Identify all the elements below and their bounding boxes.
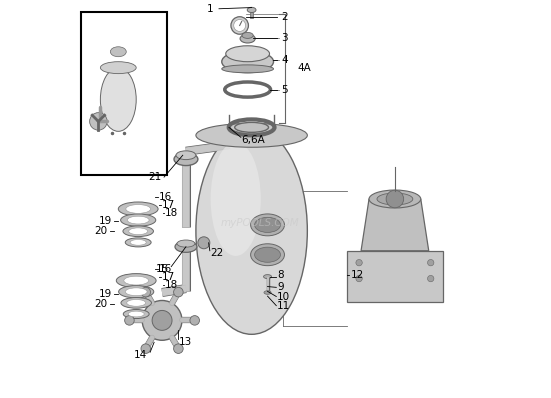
Ellipse shape bbox=[124, 276, 149, 285]
Ellipse shape bbox=[110, 47, 126, 57]
Ellipse shape bbox=[369, 190, 421, 208]
Bar bbox=[82, 12, 167, 175]
Ellipse shape bbox=[175, 241, 197, 252]
Text: 20: 20 bbox=[94, 298, 107, 309]
Text: 11: 11 bbox=[277, 300, 290, 311]
Ellipse shape bbox=[240, 34, 255, 43]
Circle shape bbox=[125, 316, 134, 325]
Text: 4A: 4A bbox=[298, 62, 311, 73]
Text: 15: 15 bbox=[155, 263, 169, 274]
Ellipse shape bbox=[116, 274, 156, 287]
Text: 19: 19 bbox=[99, 216, 112, 226]
Polygon shape bbox=[361, 199, 429, 251]
Ellipse shape bbox=[226, 46, 269, 62]
Text: 1: 1 bbox=[207, 4, 214, 14]
Text: 20: 20 bbox=[94, 226, 107, 236]
Circle shape bbox=[190, 316, 199, 325]
Text: 14: 14 bbox=[134, 350, 147, 360]
Text: 16: 16 bbox=[159, 263, 172, 274]
Text: 18: 18 bbox=[165, 208, 179, 218]
Circle shape bbox=[234, 20, 246, 31]
Text: 3: 3 bbox=[282, 33, 288, 43]
Text: 6,6A: 6,6A bbox=[242, 135, 266, 145]
Ellipse shape bbox=[222, 51, 273, 72]
Ellipse shape bbox=[255, 247, 280, 262]
Ellipse shape bbox=[126, 205, 150, 213]
Circle shape bbox=[174, 287, 183, 297]
Circle shape bbox=[231, 17, 249, 34]
Ellipse shape bbox=[176, 151, 196, 160]
Text: 9: 9 bbox=[277, 282, 284, 293]
Text: 13: 13 bbox=[179, 337, 192, 347]
Circle shape bbox=[386, 190, 404, 208]
Ellipse shape bbox=[377, 193, 413, 205]
Text: 17: 17 bbox=[162, 271, 175, 282]
Circle shape bbox=[174, 344, 183, 353]
Ellipse shape bbox=[196, 127, 307, 334]
Ellipse shape bbox=[174, 153, 198, 166]
Text: 5: 5 bbox=[282, 84, 288, 95]
Ellipse shape bbox=[264, 291, 271, 295]
Ellipse shape bbox=[121, 298, 152, 308]
Ellipse shape bbox=[100, 62, 136, 74]
Text: 12: 12 bbox=[351, 269, 364, 280]
Circle shape bbox=[356, 275, 362, 282]
Ellipse shape bbox=[121, 214, 156, 226]
Ellipse shape bbox=[235, 123, 268, 133]
Ellipse shape bbox=[196, 123, 307, 147]
Ellipse shape bbox=[247, 7, 256, 12]
Text: 22: 22 bbox=[210, 248, 224, 258]
Ellipse shape bbox=[128, 311, 144, 317]
Ellipse shape bbox=[251, 214, 284, 236]
Text: 17: 17 bbox=[162, 200, 175, 210]
Text: 8: 8 bbox=[277, 270, 284, 281]
Text: 2: 2 bbox=[282, 12, 288, 22]
Ellipse shape bbox=[125, 238, 151, 247]
Circle shape bbox=[152, 310, 172, 330]
Ellipse shape bbox=[210, 142, 261, 256]
Circle shape bbox=[198, 237, 210, 249]
Circle shape bbox=[142, 300, 182, 340]
Ellipse shape bbox=[263, 275, 272, 279]
Ellipse shape bbox=[177, 240, 195, 247]
Circle shape bbox=[428, 259, 434, 266]
Ellipse shape bbox=[127, 216, 149, 224]
Ellipse shape bbox=[118, 286, 154, 298]
Ellipse shape bbox=[255, 217, 280, 232]
Polygon shape bbox=[347, 251, 442, 302]
Ellipse shape bbox=[222, 65, 273, 73]
Ellipse shape bbox=[127, 300, 145, 306]
Text: 4: 4 bbox=[282, 55, 288, 66]
Text: 21: 21 bbox=[148, 172, 161, 182]
Ellipse shape bbox=[125, 288, 147, 296]
Ellipse shape bbox=[123, 226, 153, 236]
Bar bbox=[250, 12, 253, 18]
Ellipse shape bbox=[123, 310, 149, 318]
Circle shape bbox=[141, 287, 150, 297]
Circle shape bbox=[356, 259, 362, 266]
Ellipse shape bbox=[118, 202, 158, 216]
Text: myPOOLS.COM: myPOOLS.COM bbox=[220, 218, 299, 228]
Text: 18: 18 bbox=[165, 279, 179, 290]
Text: 19: 19 bbox=[99, 289, 112, 299]
Ellipse shape bbox=[100, 68, 136, 131]
Circle shape bbox=[428, 275, 434, 282]
Text: 10: 10 bbox=[277, 291, 290, 302]
Ellipse shape bbox=[251, 244, 284, 266]
Ellipse shape bbox=[130, 240, 146, 245]
Circle shape bbox=[141, 344, 150, 353]
Text: 16: 16 bbox=[159, 192, 172, 202]
Ellipse shape bbox=[242, 32, 253, 38]
Ellipse shape bbox=[129, 228, 148, 234]
Circle shape bbox=[90, 113, 107, 130]
